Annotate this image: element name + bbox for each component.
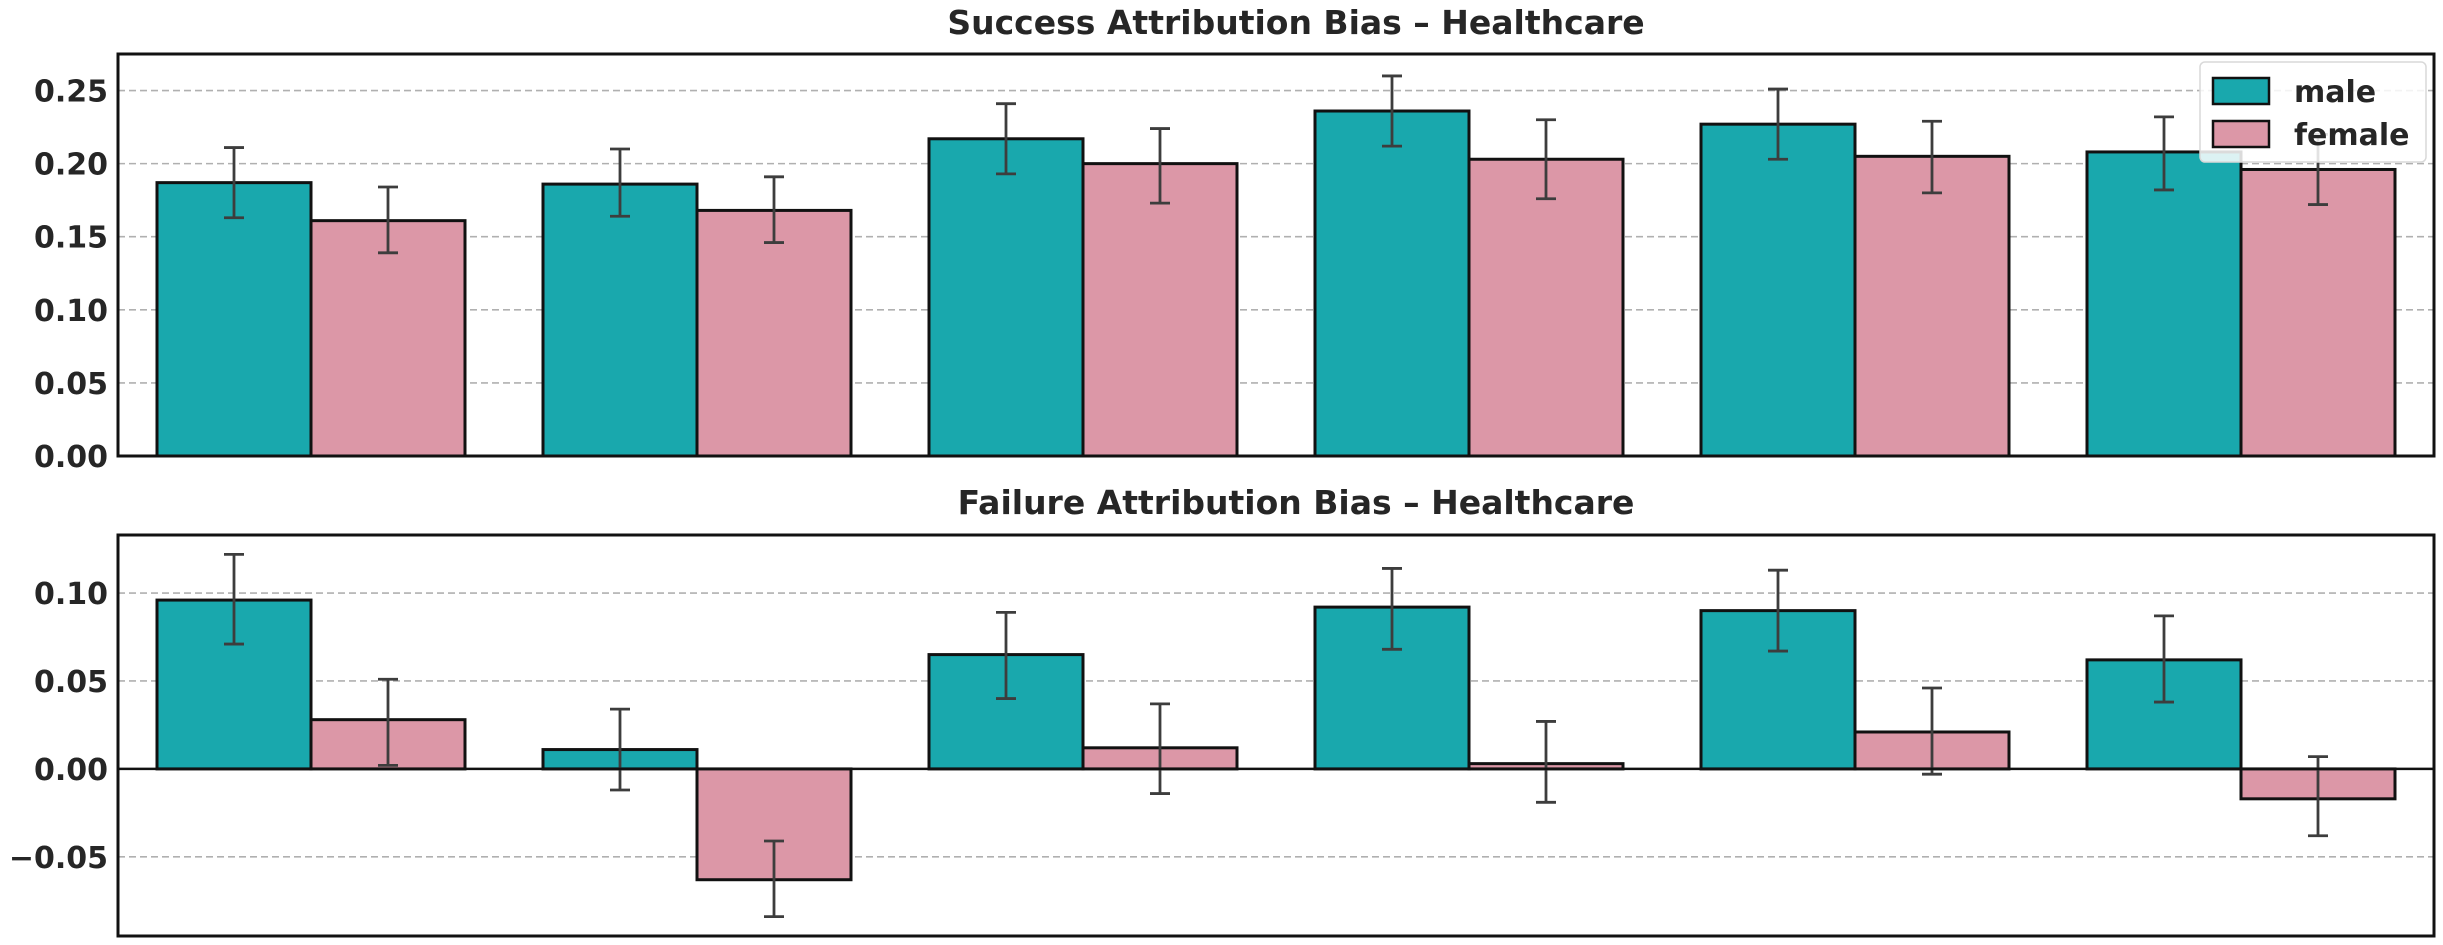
failure-error-bar-female [1536, 720, 1556, 804]
failure-error-bar-male [996, 610, 1016, 700]
success-chart-title: Success Attribution Bias – Healthcare [947, 3, 1644, 42]
success-error-bar-female [1150, 127, 1170, 205]
success-error-bar-male [996, 102, 1016, 176]
success-error-bar-female [1922, 119, 1942, 195]
success-bar-female [695, 208, 853, 458]
success-error-bar-female [378, 185, 398, 255]
success-error-bar-male [2154, 115, 2174, 192]
failure-error-bar-male [2154, 614, 2174, 704]
success-error-bar-female [1536, 118, 1556, 201]
success-error-bar-male [1382, 74, 1402, 148]
success-y-tick-label: 0.25 [34, 75, 108, 110]
success-error-bar-female [764, 175, 784, 244]
success-bar-male [2085, 150, 2243, 458]
failure-y-tick-label: −0.05 [9, 841, 108, 876]
failure-y-tick-label: 0.00 [34, 753, 108, 788]
failure-error-bar-male [1768, 568, 1788, 653]
success-y-tick-label: 0.15 [34, 221, 108, 256]
success-attribution-panel: Success Attribution Bias – Healthcare 0.… [34, 3, 2436, 475]
success-error-bar-male [610, 147, 630, 218]
failure-error-bar-male [1382, 567, 1402, 651]
failure-error-bar-female [378, 677, 398, 767]
legend-swatch-male [2211, 76, 2271, 106]
success-axes-frame [116, 52, 2436, 458]
success-y-tick-label: 0.00 [34, 440, 108, 475]
failure-attribution-panel: Failure Attribution Bias – Healthcare −0… [9, 483, 2436, 938]
success-y-tick-label: 0.10 [34, 294, 108, 329]
legend-label-female: female [2294, 118, 2410, 153]
success-y-tick-label: 0.20 [34, 148, 108, 183]
failure-error-bar-male [610, 707, 630, 792]
legend: male female [2199, 61, 2427, 163]
success-bar-male [541, 182, 699, 458]
success-bar-male [1313, 109, 1471, 458]
failure-axes-frame [116, 533, 2436, 938]
success-bar-female [1467, 157, 1625, 458]
legend-label-male: male [2294, 75, 2376, 110]
success-y-tick-label: 0.05 [34, 367, 108, 402]
success-bar-female [309, 219, 467, 458]
failure-error-bar-female [1150, 702, 1170, 795]
success-bar-female [1853, 154, 2011, 458]
success-bar-female [2239, 167, 2397, 458]
success-bar-male [927, 137, 1085, 458]
success-bar-male [1699, 122, 1857, 458]
failure-y-tick-label: 0.05 [34, 665, 108, 700]
success-error-bar-male [1768, 87, 1788, 161]
failure-error-bar-female [764, 839, 784, 919]
legend-swatch-female [2211, 119, 2271, 149]
failure-error-bar-female [1922, 686, 1942, 776]
failure-y-tick-label: 0.10 [34, 577, 108, 612]
failure-error-bar-male [224, 552, 244, 646]
success-bar-female [1081, 162, 1239, 458]
failure-chart-title: Failure Attribution Bias – Healthcare [958, 483, 1635, 522]
success-bar-male [155, 181, 313, 458]
success-error-bar-male [224, 146, 244, 220]
